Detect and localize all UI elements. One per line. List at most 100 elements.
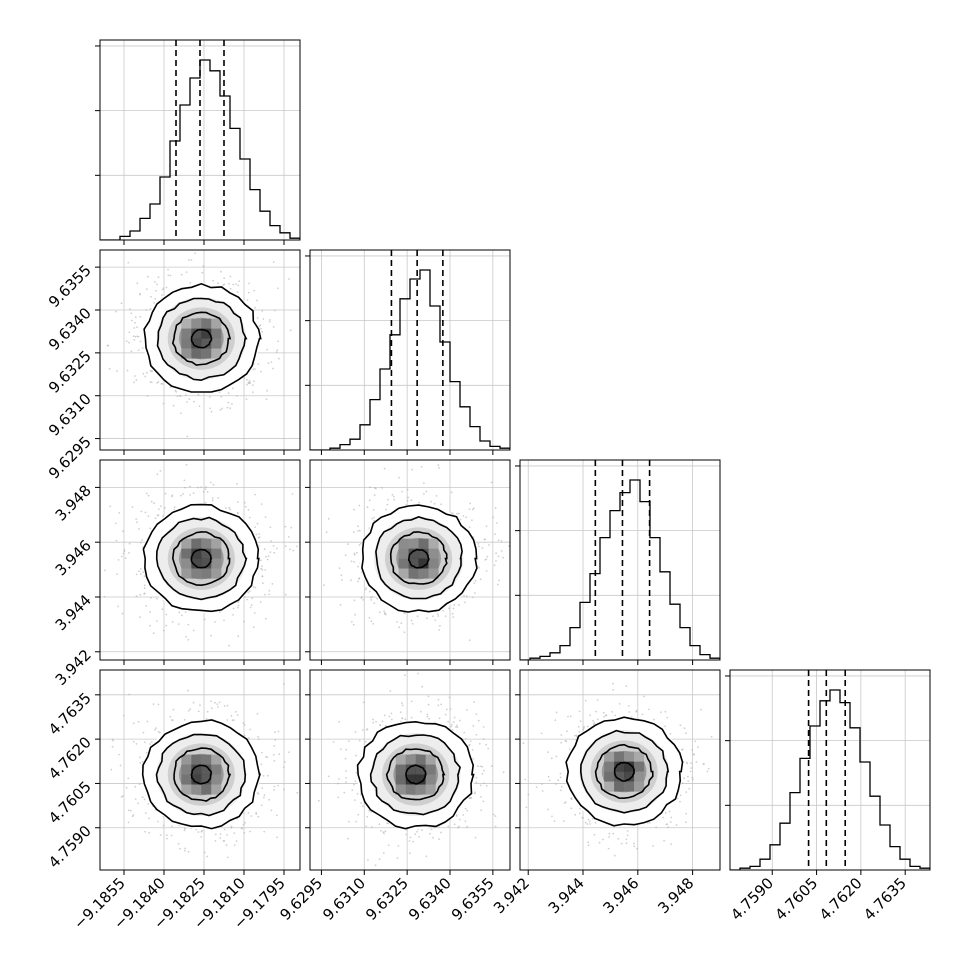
scatter-point [200,836,203,838]
scatter-point [154,297,157,300]
scatter-point [382,852,385,854]
scatter-point [391,493,394,496]
y-tick-label: 4.7620 [45,733,95,783]
scatter-point [383,714,386,717]
scatter-point [157,514,160,517]
scatter-point [410,700,413,703]
scatter-point [149,624,151,627]
scatter-point [123,550,126,553]
scatter-point [453,716,456,719]
scatter-point [390,718,393,721]
scatter-point [370,620,373,623]
density-block [415,774,426,785]
histogram-step-1 [310,269,510,450]
scatter-point [468,526,471,529]
scatter-point [214,621,216,623]
scatter-point [421,685,424,688]
y-tick-label: 3.944 [52,591,95,634]
scatter-point [117,605,119,608]
scatter-point [355,771,358,774]
x-tick-label: 9.6325 [362,874,412,924]
density-block [191,558,202,569]
scatter-point [146,275,149,278]
contour-level-2 [171,531,231,587]
density-blocks [395,754,436,795]
scatter-point [478,545,480,548]
scatter-point [442,610,445,612]
scatter-point [404,674,406,677]
scatter-point [261,575,264,578]
scatter-point [226,704,229,707]
scatter-point [178,611,181,614]
scatter-point [243,734,246,737]
scatter-point [201,271,204,274]
scatter-point [180,494,182,497]
scatter-point [206,491,209,493]
scatter-point [340,748,342,751]
scatter-point [372,721,375,724]
density-block [405,754,416,765]
scatter-point [410,716,413,719]
scatter-point [188,398,191,401]
scatter-point [120,302,123,305]
scatter-point [159,834,162,836]
scatter-point [260,567,263,570]
scatter-point [192,629,195,632]
histogram-step-2 [520,479,720,660]
scatter-point [401,490,403,493]
scatter-point [273,745,276,747]
scatter-point [170,719,173,721]
scatter-point [423,482,425,484]
density-block [191,328,202,339]
scatter-point [139,593,142,596]
scatter-point [185,636,188,638]
scatter-point [463,731,466,734]
scatter-point [131,815,134,818]
scatter-point [347,820,350,823]
scatter-point [432,836,434,839]
scatter-point [139,340,142,343]
scatter-point [246,598,248,601]
scatter-point [189,282,192,284]
scatter-point [148,817,150,820]
scatter-point [143,575,146,578]
scatter-point [282,766,285,769]
scatter-point [469,796,472,799]
scatter-point [464,601,466,604]
scatter-point [136,282,139,285]
scatter-point [122,552,125,555]
scatter-point [475,776,478,779]
scatter-point [227,401,230,404]
scatter-point [243,501,246,504]
scatter-point [171,621,174,623]
scatter-point [475,713,478,715]
scatter-point [289,329,292,332]
scatter-point [338,720,341,723]
scatter-point [327,517,330,520]
density-block [201,784,212,795]
scatter-point [288,278,290,280]
scatter-point [382,831,385,834]
scatter-point [235,710,237,713]
scatter-point [440,703,442,706]
scatter-point [358,577,361,579]
scatter-point [612,832,615,835]
scatter-point [408,840,411,842]
scatter-point [161,608,164,611]
scatter-point [254,493,256,496]
scatter-point [143,587,146,590]
scatter-point [228,506,231,509]
scatter-point [118,512,121,514]
scatter-point [384,612,386,614]
scatter-point [230,826,233,829]
scatter-point [358,529,361,532]
scatter-point [268,798,271,801]
scatter-point [472,758,475,760]
scatter-point [229,275,232,278]
scatter-point [226,834,228,836]
scatter-point [129,308,131,310]
scatter-point [500,550,503,552]
scatter-point [494,815,497,817]
scatter-point [371,595,374,598]
